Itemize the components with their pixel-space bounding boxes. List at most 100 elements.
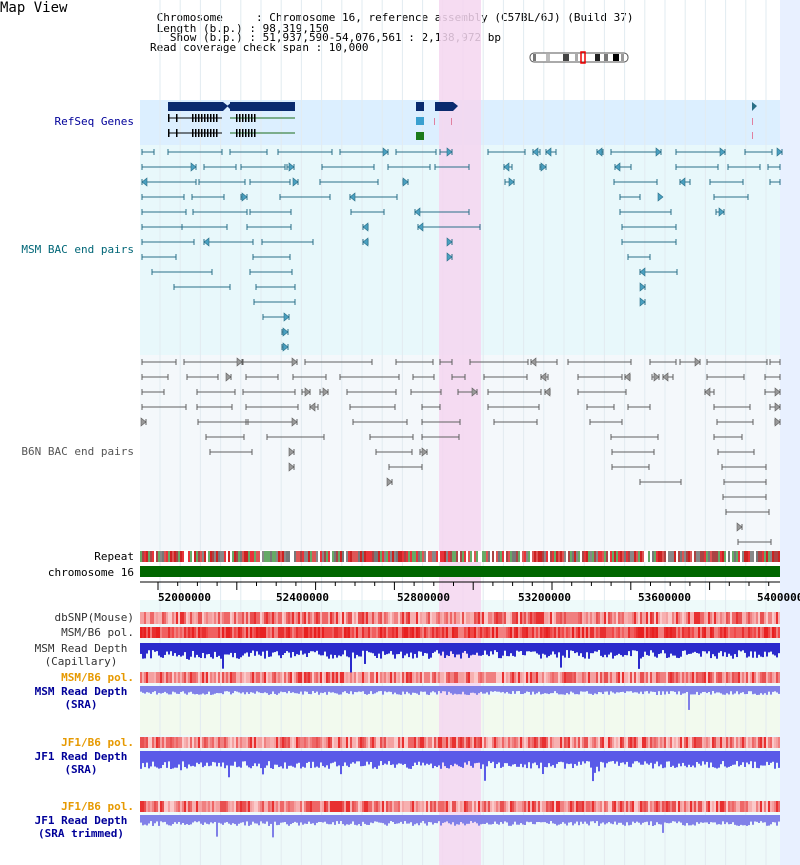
depth-bar: [434, 643, 436, 652]
heat-cell: [340, 672, 342, 683]
repeat-segment: [460, 551, 462, 562]
heat-cell: [676, 737, 678, 748]
exon: [254, 114, 256, 122]
track-label-msm-bac[interactable]: MSM BAC end pairs: [21, 243, 134, 256]
repeat-segment: [572, 551, 574, 562]
heat-cell: [778, 627, 780, 638]
track-label-refseq-genes[interactable]: RefSeq Genes: [54, 115, 134, 128]
heat-cell: [188, 737, 190, 748]
heat-cell: [314, 801, 316, 812]
depth-bar: [478, 815, 480, 826]
heat-cell: [346, 672, 348, 683]
heat-cell: [436, 672, 438, 683]
depth-bar: [302, 815, 304, 825]
repeat-segment: [244, 551, 246, 562]
exon: [176, 114, 178, 122]
heat-cell: [202, 737, 204, 748]
heat-cell: [300, 612, 302, 624]
heat-cell: [678, 627, 680, 638]
heat-cell: [640, 612, 642, 624]
depth-bar: [350, 643, 352, 673]
heat-cell: [242, 612, 244, 624]
heat-cell: [756, 737, 758, 748]
gene-feature: [752, 118, 753, 125]
depth-bar: [438, 686, 440, 692]
repeat-segment: [694, 551, 696, 562]
heat-cell: [522, 801, 524, 812]
heat-cell: [168, 627, 170, 638]
depth-bar: [284, 686, 286, 693]
exon: [210, 129, 212, 137]
depth-bar: [686, 686, 688, 692]
jf1-b6-pol-heat-2: [140, 801, 780, 812]
depth-bar: [302, 751, 304, 767]
depth-bar: [352, 815, 354, 822]
heat-cell: [338, 672, 340, 683]
depth-bar: [582, 751, 584, 762]
depth-bar: [458, 751, 460, 767]
heat-cell: [406, 612, 408, 624]
heat-cell: [336, 612, 338, 624]
depth-bar: [410, 751, 412, 769]
depth-bar: [706, 643, 708, 654]
heat-cell: [752, 612, 754, 624]
heat-cell: [348, 801, 350, 812]
depth-bar: [544, 686, 546, 694]
heat-cell: [284, 612, 286, 624]
heat-cell: [210, 801, 212, 812]
track-label-b6n-bac[interactable]: B6N BAC end pairs: [21, 445, 134, 458]
repeat-segment: [202, 551, 204, 562]
repeat-segment: [566, 551, 568, 562]
repeat-segment: [294, 551, 296, 562]
bac-end-arrow: [639, 297, 646, 307]
depth-bar: [768, 643, 770, 653]
heat-cell: [696, 612, 698, 624]
depth-bar: [494, 686, 496, 692]
heat-cell: [684, 627, 686, 638]
heat-cell: [522, 627, 524, 638]
heat-cell: [186, 672, 188, 683]
depth-bar: [534, 815, 536, 825]
depth-bar: [672, 815, 674, 822]
depth-bar: [184, 643, 186, 653]
heat-cell: [462, 672, 464, 683]
repeat-segment: [482, 551, 484, 562]
depth-bar: [640, 686, 642, 692]
heat-cell: [398, 612, 400, 624]
depth-bar: [248, 686, 250, 694]
depth-bar: [518, 751, 520, 767]
heat-cell: [150, 627, 152, 638]
heat-cell: [456, 672, 458, 683]
length-info: Length (b.p.) : 98,319,150: [150, 22, 329, 35]
depth-bar: [632, 643, 634, 651]
repeat-segment: [416, 551, 418, 562]
heat-cell: [766, 612, 768, 624]
heat-cell: [250, 627, 252, 638]
heat-cell: [214, 612, 216, 624]
depth-bar: [688, 643, 690, 654]
heat-cell: [740, 737, 742, 748]
heat-cell: [382, 627, 384, 638]
depth-bar: [180, 751, 182, 771]
heat-cell: [402, 737, 404, 748]
depth-bar: [210, 686, 212, 695]
heat-cell: [376, 737, 378, 748]
heat-cell: [502, 737, 504, 748]
heat-cell: [208, 737, 210, 748]
heat-cell: [276, 801, 278, 812]
heat-cell: [504, 801, 506, 812]
heat-cell: [372, 672, 374, 683]
depth-bar: [488, 686, 490, 695]
heat-cell: [384, 627, 386, 638]
heat-cell: [374, 737, 376, 748]
depth-bar: [254, 815, 256, 824]
heat-cell: [346, 627, 348, 638]
heat-cell: [658, 612, 660, 624]
heat-cell: [426, 672, 428, 683]
heat-cell: [742, 801, 744, 812]
depth-bar: [330, 643, 332, 655]
heat-cell: [152, 627, 154, 638]
depth-bar: [290, 815, 292, 825]
depth-bar: [678, 643, 680, 659]
